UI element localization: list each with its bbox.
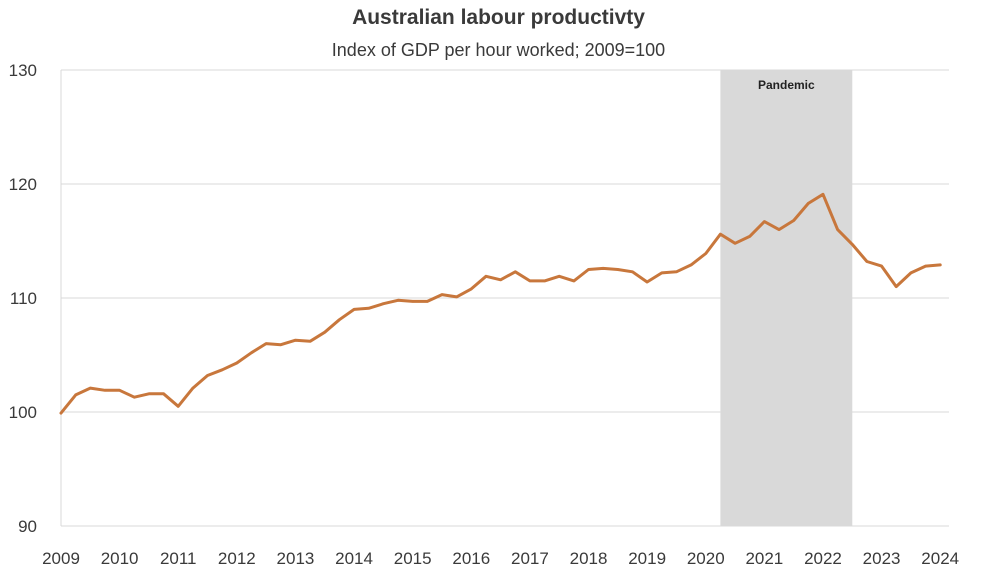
data-point	[220, 368, 224, 372]
data-point	[59, 411, 63, 415]
data-point	[616, 268, 620, 271]
data-point	[470, 287, 473, 291]
data-point	[821, 193, 825, 196]
data-point	[689, 263, 693, 267]
data-point	[807, 202, 810, 205]
data-point	[308, 340, 312, 343]
x-tick-label-2: 2011	[160, 549, 197, 568]
y-tick-label-4: 130	[9, 61, 37, 80]
x-tick-label-15: 2024	[921, 549, 959, 568]
data-point	[279, 343, 283, 346]
data-point	[191, 386, 195, 390]
data-point	[74, 393, 77, 397]
data-point	[704, 252, 707, 255]
x-tick-label-6: 2015	[394, 549, 432, 568]
y-tick-label-3: 120	[9, 175, 37, 194]
x-tick-label-11: 2020	[687, 549, 725, 568]
data-point	[206, 374, 209, 377]
data-point	[777, 228, 781, 231]
x-tick-label-9: 2018	[570, 549, 608, 568]
data-point	[675, 270, 678, 273]
x-tick-label-5: 2014	[335, 549, 373, 568]
data-point	[631, 270, 634, 273]
data-point	[133, 395, 136, 399]
data-point	[455, 295, 458, 299]
x-tick-label-7: 2016	[452, 549, 490, 568]
data-point	[264, 342, 268, 345]
data-point	[792, 219, 795, 222]
data-point	[924, 264, 927, 268]
x-tick-label-8: 2017	[511, 549, 549, 568]
data-point	[587, 268, 590, 271]
data-point	[118, 389, 121, 392]
data-point	[733, 242, 737, 245]
data-point	[147, 392, 151, 395]
shaded-region-label-0: Pandemic	[758, 78, 815, 92]
data-point	[909, 271, 913, 275]
data-point	[645, 280, 649, 284]
x-tick-label-12: 2021	[745, 549, 783, 568]
data-point	[162, 392, 165, 395]
data-point	[939, 263, 942, 267]
data-point	[499, 278, 502, 281]
x-tick-label-10: 2019	[628, 549, 666, 568]
chart-title: Australian labour productivty	[352, 6, 645, 29]
data-point	[865, 260, 869, 263]
data-point	[558, 275, 561, 278]
data-point	[763, 220, 766, 223]
data-point	[426, 300, 429, 303]
data-point	[851, 243, 854, 246]
data-point	[572, 279, 576, 283]
y-tick-label-1: 100	[9, 403, 37, 422]
data-point	[103, 389, 107, 392]
y-tick-label-0: 90	[18, 517, 37, 536]
chart-subtitle: Index of GDP per hour worked; 2009=100	[331, 40, 666, 60]
data-point	[440, 293, 444, 296]
data-point	[338, 318, 341, 321]
x-tick-label-1: 2010	[101, 549, 139, 568]
data-point	[177, 405, 180, 408]
data-point	[235, 361, 239, 365]
data-point	[601, 267, 605, 270]
data-point	[484, 275, 488, 278]
data-point	[660, 271, 663, 275]
data-point	[543, 279, 546, 283]
data-point	[411, 300, 414, 303]
data-point	[323, 331, 326, 334]
data-point	[294, 338, 297, 342]
x-tick-label-14: 2023	[863, 549, 901, 568]
x-tick-label-3: 2012	[218, 549, 256, 568]
data-point	[250, 351, 253, 354]
data-point	[719, 232, 722, 236]
data-point	[367, 307, 370, 310]
data-point	[528, 279, 532, 283]
data-point	[396, 299, 400, 302]
x-tick-label-13: 2022	[804, 549, 842, 568]
data-point	[880, 264, 883, 268]
data-point	[89, 386, 92, 390]
data-point	[352, 308, 356, 311]
data-point	[514, 270, 517, 273]
x-tick-label-0: 2009	[42, 549, 80, 568]
x-tick-label-4: 2013	[277, 549, 315, 568]
data-point	[382, 302, 385, 305]
data-point	[748, 235, 751, 238]
data-point	[836, 228, 839, 231]
data-point	[895, 285, 898, 288]
y-tick-label-2: 110	[10, 289, 37, 308]
